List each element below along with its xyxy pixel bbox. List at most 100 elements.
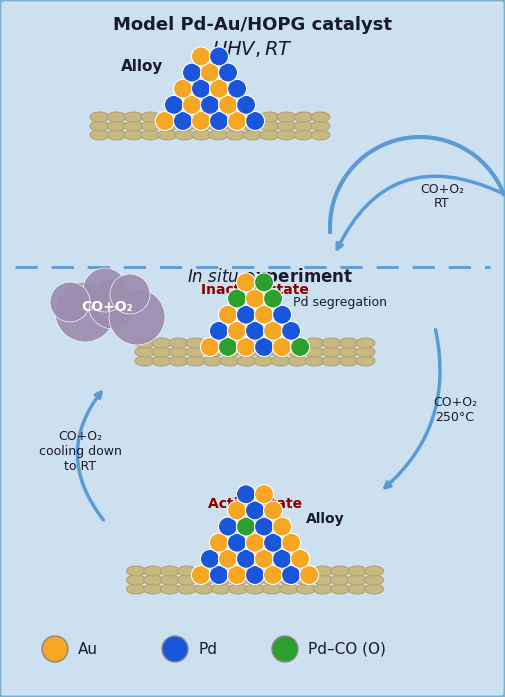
Circle shape <box>162 636 188 662</box>
Ellipse shape <box>330 575 349 585</box>
Ellipse shape <box>365 566 383 576</box>
Ellipse shape <box>228 566 247 576</box>
Text: CO+O₂: CO+O₂ <box>433 395 477 408</box>
Circle shape <box>227 321 246 340</box>
Text: $\it{UHV, RT}$: $\it{UHV, RT}$ <box>212 39 292 59</box>
Ellipse shape <box>203 347 222 357</box>
Ellipse shape <box>177 575 196 585</box>
Ellipse shape <box>90 121 109 131</box>
Ellipse shape <box>347 575 367 585</box>
Circle shape <box>191 47 211 66</box>
Circle shape <box>228 112 246 130</box>
Circle shape <box>200 337 219 356</box>
Ellipse shape <box>294 112 313 122</box>
Circle shape <box>227 289 246 308</box>
Text: Pd: Pd <box>198 641 217 657</box>
Ellipse shape <box>209 130 228 140</box>
Ellipse shape <box>141 121 160 131</box>
Ellipse shape <box>314 575 332 585</box>
Ellipse shape <box>347 584 367 594</box>
Ellipse shape <box>365 584 383 594</box>
Ellipse shape <box>209 112 228 122</box>
Circle shape <box>282 321 300 340</box>
Ellipse shape <box>322 347 341 357</box>
Text: RT: RT <box>434 197 450 210</box>
Circle shape <box>165 95 183 114</box>
Circle shape <box>200 63 220 82</box>
Ellipse shape <box>203 338 222 348</box>
Ellipse shape <box>288 356 307 366</box>
Ellipse shape <box>245 566 265 576</box>
Ellipse shape <box>339 356 358 366</box>
Circle shape <box>109 289 165 345</box>
Circle shape <box>264 289 283 308</box>
Circle shape <box>210 321 228 340</box>
Circle shape <box>210 112 229 130</box>
Ellipse shape <box>135 338 154 348</box>
Ellipse shape <box>279 584 298 594</box>
Ellipse shape <box>305 338 324 348</box>
Ellipse shape <box>177 566 196 576</box>
Ellipse shape <box>277 112 296 122</box>
Ellipse shape <box>194 584 214 594</box>
Circle shape <box>245 112 265 130</box>
Ellipse shape <box>126 584 145 594</box>
Circle shape <box>182 95 201 114</box>
Ellipse shape <box>356 338 375 348</box>
Ellipse shape <box>152 338 171 348</box>
Circle shape <box>255 305 274 324</box>
Circle shape <box>264 321 283 340</box>
Ellipse shape <box>347 566 367 576</box>
Ellipse shape <box>245 575 265 585</box>
Ellipse shape <box>263 566 281 576</box>
Ellipse shape <box>243 112 262 122</box>
Ellipse shape <box>260 130 279 140</box>
Ellipse shape <box>365 575 383 585</box>
Ellipse shape <box>271 347 290 357</box>
Circle shape <box>299 565 319 585</box>
Circle shape <box>264 533 283 552</box>
Circle shape <box>236 337 256 356</box>
Ellipse shape <box>143 566 163 576</box>
Ellipse shape <box>212 584 230 594</box>
Circle shape <box>245 533 265 552</box>
Text: CO+O₂: CO+O₂ <box>420 183 464 195</box>
Ellipse shape <box>126 575 145 585</box>
Ellipse shape <box>158 112 177 122</box>
Text: Inactive state: Inactive state <box>201 283 309 297</box>
Ellipse shape <box>175 130 194 140</box>
Circle shape <box>88 279 138 329</box>
Ellipse shape <box>212 566 230 576</box>
Ellipse shape <box>277 121 296 131</box>
Circle shape <box>282 565 300 585</box>
Circle shape <box>210 533 228 552</box>
Circle shape <box>55 282 115 342</box>
Ellipse shape <box>311 130 330 140</box>
Ellipse shape <box>226 121 245 131</box>
Ellipse shape <box>192 130 211 140</box>
Circle shape <box>255 549 274 568</box>
Circle shape <box>42 636 68 662</box>
Ellipse shape <box>271 356 290 366</box>
Ellipse shape <box>135 347 154 357</box>
Circle shape <box>236 273 256 292</box>
Circle shape <box>200 95 220 114</box>
Ellipse shape <box>124 121 143 131</box>
Ellipse shape <box>288 347 307 357</box>
Ellipse shape <box>194 566 214 576</box>
Ellipse shape <box>175 121 194 131</box>
Ellipse shape <box>126 566 145 576</box>
Circle shape <box>236 305 256 324</box>
Text: CO+O₂
cooling down
to RT: CO+O₂ cooling down to RT <box>38 431 121 473</box>
Ellipse shape <box>288 338 307 348</box>
Ellipse shape <box>107 112 126 122</box>
Text: Alloy: Alloy <box>306 512 344 526</box>
Circle shape <box>273 549 291 568</box>
Ellipse shape <box>192 121 211 131</box>
Text: Pd segregation: Pd segregation <box>293 296 387 309</box>
Circle shape <box>290 549 310 568</box>
Circle shape <box>255 484 274 504</box>
Ellipse shape <box>330 584 349 594</box>
Circle shape <box>182 63 201 82</box>
Ellipse shape <box>322 356 341 366</box>
